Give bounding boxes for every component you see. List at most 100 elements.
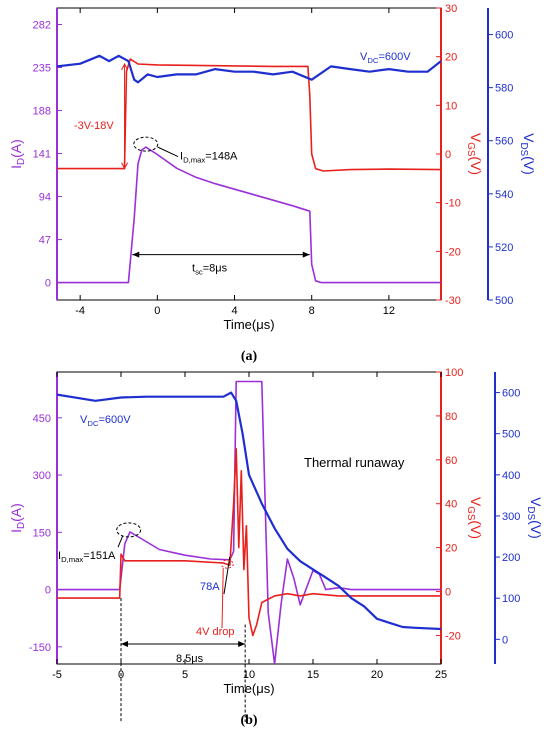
idmax-annotation-main: I — [180, 151, 183, 163]
period-arrow-head — [121, 641, 128, 647]
panel-caption: (b) — [240, 713, 257, 728]
series-line-id — [57, 146, 441, 284]
swing-arrow-head — [121, 62, 128, 71]
vgs-tick-label: -10 — [445, 198, 461, 210]
vgs-axis-label-tail: (V) — [468, 520, 484, 539]
vgs-tick-label: -20 — [445, 246, 461, 258]
swing-annotation: -3V-18V — [74, 120, 114, 132]
peak-leader-line — [157, 146, 179, 157]
vdc-annotation-main: V — [80, 414, 88, 426]
left-tick-label: 300 — [33, 470, 51, 482]
x-tick-label: 25 — [435, 669, 447, 681]
left-tick-label: 450 — [33, 413, 51, 425]
swing-arrow-head — [121, 162, 128, 170]
left-axis-label-sub: D — [16, 158, 27, 165]
vds-axis-label-tail: (V) — [528, 520, 544, 539]
vgs-axis-label-main: V — [468, 133, 484, 143]
series-line-vds — [57, 54, 441, 84]
vdc-annotation-main: V — [360, 51, 368, 63]
vds-axis-label-sub: DS — [518, 143, 529, 157]
vds-tick-label: 600 — [495, 30, 513, 42]
tsc-annotation-main: t — [192, 263, 195, 275]
vds-axis-label: VDS(V) — [525, 497, 544, 539]
vds-tick-label: 0 — [502, 634, 508, 646]
vds-tick-label: 500 — [502, 429, 520, 441]
idmax-annotation-main: I — [58, 550, 61, 562]
vds-tick-label: 560 — [495, 136, 513, 148]
x-axis-label: Time(μs) — [223, 681, 274, 696]
period-annotation: 8.5μs — [176, 653, 204, 665]
x-tick-label: 10 — [243, 669, 255, 681]
vds-tick-label: 300 — [502, 511, 520, 523]
tsc-annotation-sub: sc — [195, 268, 203, 277]
vgs-axis-label-tail: (V) — [468, 156, 484, 175]
x-tick-label: 12 — [383, 305, 395, 317]
vgs-axis-label: VGS(V) — [465, 497, 484, 539]
idmax-annotation: ID,max=148A — [180, 151, 238, 165]
series-line-id — [57, 380, 441, 664]
drop-annotation: 4V drop — [196, 626, 235, 638]
vds-axis-label-main: V — [528, 497, 544, 507]
tsc-annotation-tail: =8μs — [203, 263, 228, 275]
panel-caption: (a) — [241, 349, 258, 364]
left-tick-label: -150 — [29, 642, 51, 654]
vds-axis-label-sub: DS — [525, 507, 536, 521]
x-tick-label: -4 — [75, 305, 85, 317]
vgs-tick-label: 0 — [445, 149, 451, 161]
x-tick-label: -5 — [52, 669, 62, 681]
vgs-tick-label: 0 — [445, 587, 451, 599]
period-arrow-head — [238, 641, 246, 647]
left-axis-label: ID(A) — [8, 503, 27, 533]
vgs-tick-label: 80 — [445, 411, 457, 423]
vds-tick-label: 500 — [495, 295, 513, 307]
vgs-tick-label: 100 — [445, 367, 463, 379]
idmax-annotation-tail: =148A — [205, 151, 238, 163]
vds-tick-label: 580 — [495, 83, 513, 95]
thermal-runaway-annotation: Thermal runaway — [304, 455, 405, 470]
peak-highlight-ellipse — [116, 522, 142, 538]
left-axis-label: ID(A) — [8, 139, 27, 169]
idmax-annotation: ID,max=151A — [58, 550, 116, 564]
vds-axis-label: VDS(V) — [518, 133, 537, 175]
series-line-vds — [57, 391, 441, 631]
left-axis-label-sub: D — [16, 522, 27, 529]
left-tick-label: 235 — [33, 62, 51, 74]
idmax-annotation-tail: =151A — [83, 550, 116, 562]
vds-axis-label-main: V — [521, 133, 537, 143]
left-tick-label: 188 — [33, 106, 51, 118]
left-axis-label-tail: (A) — [8, 503, 24, 522]
vgs-axis-label-main: V — [468, 497, 484, 507]
tsc-annotation: tsc=8μs — [192, 263, 228, 277]
vds-tick-label: 520 — [495, 242, 513, 254]
vgs-tick-label: 30 — [445, 3, 457, 15]
chart-panel-a: -4 0 4 8 12Time(μs)04794141188235282ID(A)-30… — [8, 3, 537, 364]
left-tick-label: 47 — [39, 235, 51, 247]
vgs-tick-label: 10 — [445, 100, 457, 112]
vdc-annotation-sub: DC — [87, 419, 99, 428]
vdc-annotation-sub: DC — [367, 56, 379, 65]
x-tick-label: 4 — [231, 305, 237, 317]
vds-tick-label: 600 — [502, 388, 520, 400]
vgs-axis-label: VGS(V) — [465, 133, 484, 175]
x-tick-label: 8 — [309, 305, 315, 317]
vgs-tick-label: -20 — [445, 630, 461, 642]
vds-tick-label: 540 — [495, 189, 513, 201]
chart-panel-b: -50510152025Time(μs)-1500150300450ID(A)-… — [8, 367, 544, 728]
vds-tick-label: 200 — [502, 552, 520, 564]
vdc-annotation: VDC=600V — [360, 51, 411, 65]
idmax-annotation-sub: D,max — [61, 555, 83, 564]
series-line-vgs — [57, 58, 441, 172]
peak78-leader-line — [223, 556, 231, 595]
peak-highlight-ellipse — [133, 136, 159, 152]
x-tick-label: 5 — [182, 669, 188, 681]
vdc-annotation: VDC=600V — [80, 414, 131, 428]
vds-tick-label: 100 — [502, 593, 520, 605]
vgs-axis-label-sub: GS — [465, 506, 476, 521]
x-tick-label: 0 — [154, 305, 160, 317]
left-tick-label: 141 — [33, 149, 51, 161]
drop-highlight-ellipse — [220, 559, 234, 569]
left-axis-label-tail: (A) — [8, 139, 24, 158]
vgs-axis-label-sub: GS — [465, 142, 476, 157]
vds-tick-label: 400 — [502, 470, 520, 482]
